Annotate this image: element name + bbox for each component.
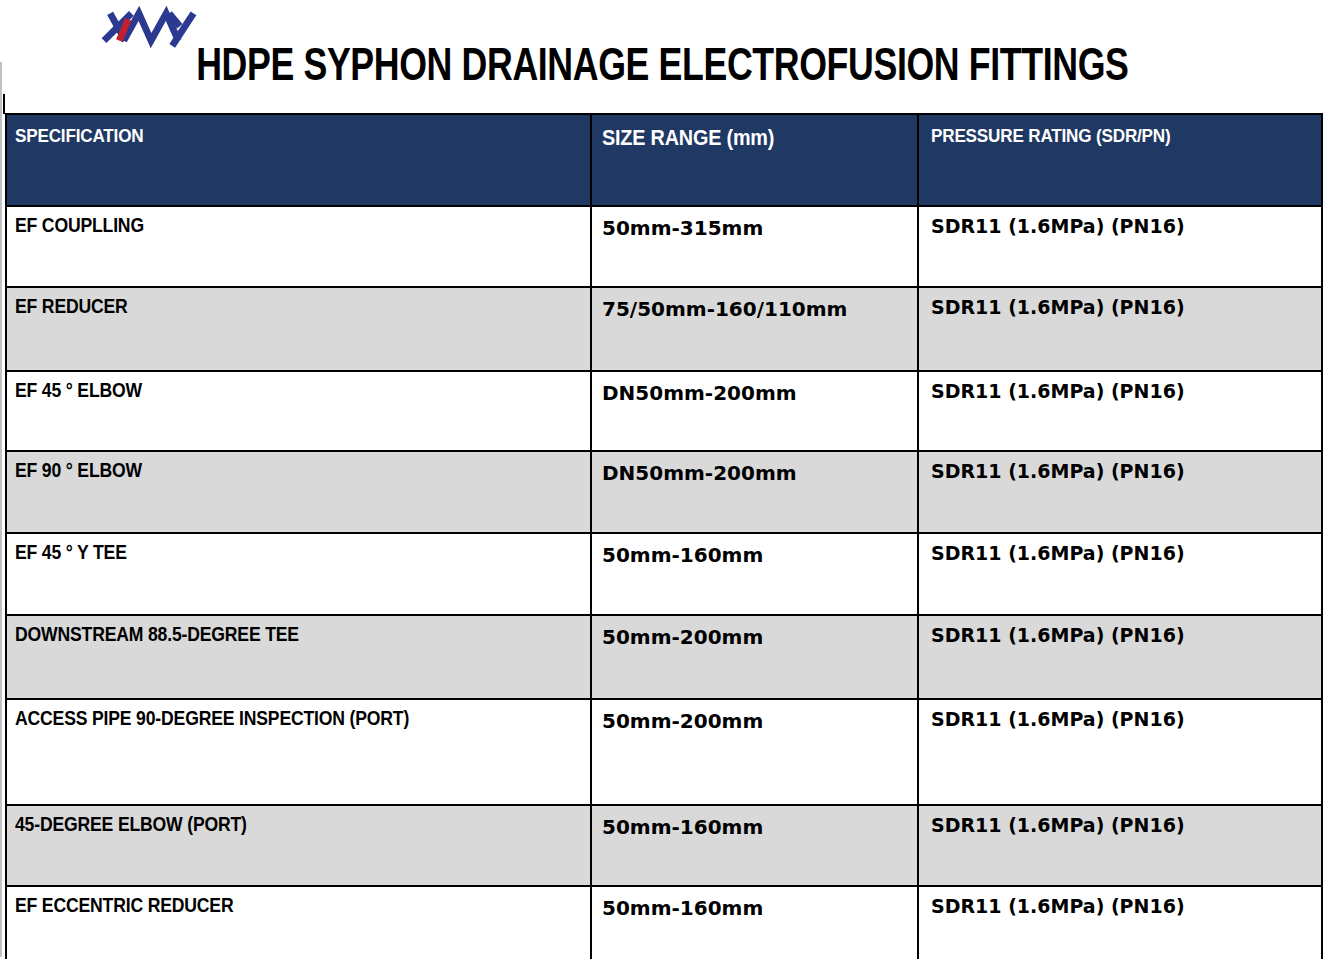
table-row: EF 45 ° ELBOW DN50mm-200mm SDR11 (1.6MPa… <box>6 371 1322 451</box>
size-cell: 50mm-160mm <box>591 805 918 886</box>
column-header-specification: SPECIFICATION <box>6 114 591 206</box>
table-row: ACCESS PIPE 90-DEGREE INSPECTION (PORT) … <box>6 699 1322 805</box>
size-cell: 50mm-160mm <box>591 533 918 615</box>
spec-cell: 45-DEGREE ELBOW (PORT) <box>6 805 591 886</box>
page-title: HDPE SYPHON DRAINAGE ELECTROFUSION FITTI… <box>196 40 1128 87</box>
fittings-spec-table: SPECIFICATION SIZE RANGE (mm) PRESSURE R… <box>5 113 1323 959</box>
pressure-cell: SDR11 (1.6MPa) (PN16) <box>918 371 1322 451</box>
table-row: 45-DEGREE ELBOW (PORT) 50mm-160mm SDR11 … <box>6 805 1322 886</box>
size-cell: 50mm-200mm <box>591 615 918 699</box>
pressure-cell: SDR11 (1.6MPa) (PN16) <box>918 805 1322 886</box>
pressure-cell: SDR11 (1.6MPa) (PN16) <box>918 287 1322 371</box>
spec-cell: EF COUPLLING <box>6 206 591 287</box>
spec-cell: DOWNSTREAM 88.5-DEGREE TEE <box>6 615 591 699</box>
pressure-cell: SDR11 (1.6MPa) (PN16) <box>918 699 1322 805</box>
pressure-cell: SDR11 (1.6MPa) (PN16) <box>918 451 1322 533</box>
pressure-cell: SDR11 (1.6MPa) (PN16) <box>918 886 1322 959</box>
table-header-row: SPECIFICATION SIZE RANGE (mm) PRESSURE R… <box>6 114 1322 206</box>
table-row: EF 90 ° ELBOW DN50mm-200mm SDR11 (1.6MPa… <box>6 451 1322 533</box>
pressure-cell: SDR11 (1.6MPa) (PN16) <box>918 533 1322 615</box>
spec-sheet-page: HDPE SYPHON DRAINAGE ELECTROFUSION FITTI… <box>0 0 1325 959</box>
size-cell: 50mm-160mm <box>591 886 918 959</box>
size-cell: DN50mm-200mm <box>591 371 918 451</box>
table-row: EF ECCENTRIC REDUCER 50mm-160mm SDR11 (1… <box>6 886 1322 959</box>
spec-cell: ACCESS PIPE 90-DEGREE INSPECTION (PORT) <box>6 699 591 805</box>
pressure-cell: SDR11 (1.6MPa) (PN16) <box>918 206 1322 287</box>
table-row: EF REDUCER 75/50mm-160/110mm SDR11 (1.6M… <box>6 287 1322 371</box>
column-header-size-range: SIZE RANGE (mm) <box>591 114 918 206</box>
size-cell: DN50mm-200mm <box>591 451 918 533</box>
spec-cell: EF 45 ° Y TEE <box>6 533 591 615</box>
size-cell: 50mm-200mm <box>591 699 918 805</box>
table-row: EF 45 ° Y TEE 50mm-160mm SDR11 (1.6MPa) … <box>6 533 1322 615</box>
table-border-stub <box>3 94 5 114</box>
page-title-wrap: HDPE SYPHON DRAINAGE ELECTROFUSION FITTI… <box>0 40 1325 87</box>
spec-cell: EF 45 ° ELBOW <box>6 371 591 451</box>
spec-cell: EF ECCENTRIC REDUCER <box>6 886 591 959</box>
pressure-cell: SDR11 (1.6MPa) (PN16) <box>918 615 1322 699</box>
column-header-pressure-rating: PRESSURE RATING (SDR/PN) <box>918 114 1322 206</box>
page-edge-line <box>0 62 2 957</box>
spec-cell: EF REDUCER <box>6 287 591 371</box>
spec-cell: EF 90 ° ELBOW <box>6 451 591 533</box>
table-body: EF COUPLLING 50mm-315mm SDR11 (1.6MPa) (… <box>6 206 1322 959</box>
table-row: EF COUPLLING 50mm-315mm SDR11 (1.6MPa) (… <box>6 206 1322 287</box>
table-row: DOWNSTREAM 88.5-DEGREE TEE 50mm-200mm SD… <box>6 615 1322 699</box>
size-cell: 75/50mm-160/110mm <box>591 287 918 371</box>
size-cell: 50mm-315mm <box>591 206 918 287</box>
